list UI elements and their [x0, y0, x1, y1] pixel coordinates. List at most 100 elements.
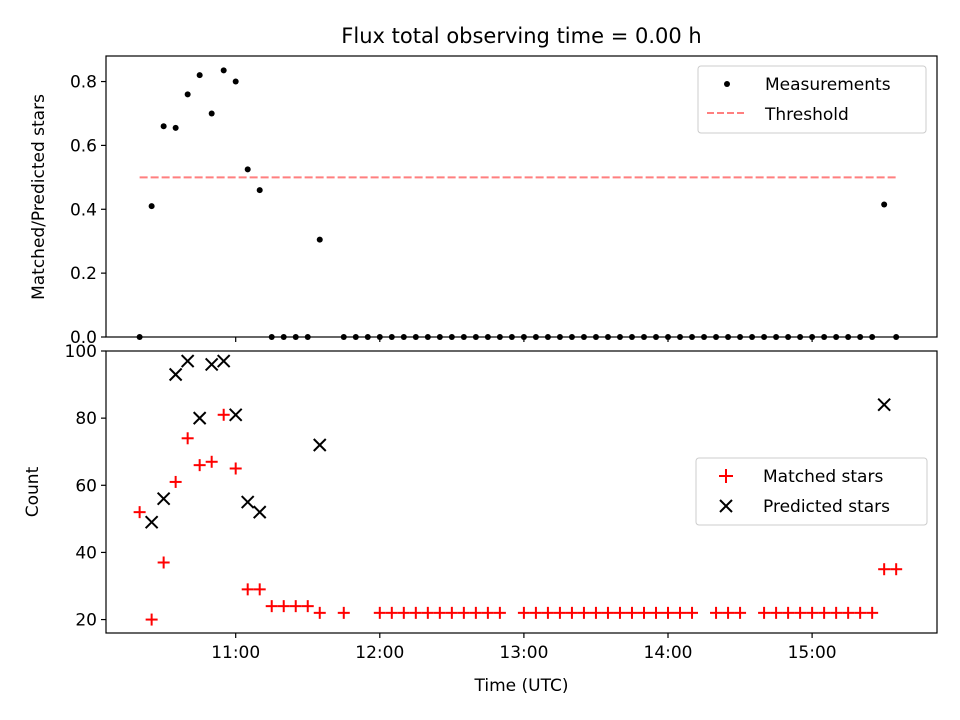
bottom-plot-frame — [105, 350, 938, 634]
matched-star-point — [854, 606, 867, 619]
legend-predicted-marker — [719, 499, 733, 513]
matched-star-point — [674, 606, 687, 619]
matched-star-point — [397, 606, 410, 619]
matched-star-point — [229, 462, 242, 475]
bottom-legend-box — [695, 457, 928, 526]
matched-star-point — [794, 606, 807, 619]
matched-star-point — [265, 600, 278, 613]
legend-matched-label: Matched stars — [763, 467, 883, 487]
predicted-star-point — [313, 438, 327, 452]
matched-star-point — [517, 606, 530, 619]
bottom-y-tick-label: 100 — [65, 342, 97, 362]
legend-measurements-marker — [724, 81, 730, 87]
top-plot-frame — [105, 55, 938, 338]
top-panel: 0.00.20.40.60.8 Matched/Predicted stars … — [29, 55, 938, 348]
matched-star-point — [890, 563, 903, 576]
measurement-point — [232, 78, 239, 85]
matched-star-point — [277, 600, 290, 613]
predicted-star-point — [192, 411, 207, 425]
top-y-axis-label: Matched/Predicted stars — [29, 94, 49, 300]
x-tick-label: 13:00 — [499, 643, 548, 663]
predicted-star-point — [180, 354, 195, 368]
matched-star-point — [385, 606, 398, 619]
matched-star-point — [710, 606, 723, 619]
matched-star-point — [409, 606, 422, 619]
predicted-star-point — [156, 492, 171, 506]
matched-star-point — [770, 606, 783, 619]
matched-star-point — [806, 606, 819, 619]
bottom-y-tick-label: 60 — [75, 476, 97, 496]
matched-star-point — [289, 600, 302, 613]
x-axis-label: Time (UTC) — [474, 676, 569, 696]
matched-star-point — [181, 432, 194, 445]
matched-star-point — [565, 606, 578, 619]
matched-star-point — [193, 459, 206, 472]
matched-star-point — [649, 606, 662, 619]
matched-star-point — [133, 506, 146, 519]
measurement-point — [184, 91, 191, 98]
matched-star-point — [589, 606, 602, 619]
matched-star-point — [421, 606, 434, 619]
top-y-tick-label: 0.4 — [70, 200, 97, 220]
x-tick-label: 11:00 — [211, 643, 260, 663]
matched-star-point — [493, 606, 506, 619]
matched-star-point — [373, 606, 386, 619]
predicted-star-point — [204, 357, 219, 372]
matched-star-point — [818, 606, 831, 619]
matched-star-point — [205, 455, 218, 468]
matched-star-point — [433, 606, 446, 619]
top-legend-box — [697, 65, 927, 134]
matched-star-point — [169, 475, 182, 488]
bottom-y-tick-label: 40 — [75, 543, 97, 563]
top-y-tick-label: 0.6 — [70, 136, 97, 156]
measurement-point — [256, 187, 263, 194]
predicted-star-point — [216, 354, 231, 368]
predicted-star-point — [168, 367, 183, 382]
matched-star-point — [529, 606, 542, 619]
matched-star-point — [577, 606, 590, 619]
matched-star-point — [637, 606, 650, 619]
measurement-point — [208, 110, 215, 117]
matched-star-point — [722, 606, 735, 619]
predicted-star-point — [144, 515, 159, 529]
matched-star-point — [601, 606, 614, 619]
top-legend: Measurements Threshold — [697, 65, 927, 134]
matched-star-point — [842, 606, 855, 619]
matched-star-point — [686, 606, 699, 619]
top-y-tick-label: 0.2 — [70, 264, 97, 284]
x-tick-label: 12:00 — [355, 643, 404, 663]
matched-star-point — [758, 606, 771, 619]
bottom-y-axis-label: Count — [23, 466, 43, 517]
matched-star-point — [241, 583, 254, 596]
matched-star-point — [662, 606, 675, 619]
top-y-tick-label: 0.8 — [70, 73, 97, 93]
legend-threshold-label: Threshold — [764, 105, 849, 125]
measurement-point — [881, 201, 888, 208]
x-tick-label: 14:00 — [644, 643, 693, 663]
predicted-star-point — [228, 408, 243, 422]
measurement-point — [148, 203, 155, 210]
x-tick-label: 15:00 — [788, 643, 837, 663]
measurement-point — [220, 67, 227, 74]
legend-matched-marker — [719, 469, 733, 483]
matched-star-point — [145, 613, 158, 626]
matched-star-point — [157, 556, 170, 569]
matched-star-point — [445, 606, 458, 619]
top-y-tick-label: 0.0 — [70, 328, 97, 348]
matched-star-point — [469, 606, 482, 619]
matched-star-point — [830, 606, 843, 619]
matched-star-point — [866, 606, 879, 619]
matched-star-point — [313, 606, 326, 619]
legend-predicted-label: Predicted stars — [763, 497, 890, 517]
measurement-point — [160, 123, 167, 130]
measurement-point — [244, 166, 251, 173]
matched-star-point — [734, 606, 747, 619]
matched-star-point — [481, 606, 494, 619]
measurement-point — [196, 72, 203, 79]
chart-title: Flux total observing time = 0.00 h — [341, 24, 701, 48]
matched-star-point — [782, 606, 795, 619]
measurement-point — [172, 124, 179, 131]
matched-star-point — [457, 606, 470, 619]
matched-star-point — [337, 606, 350, 619]
